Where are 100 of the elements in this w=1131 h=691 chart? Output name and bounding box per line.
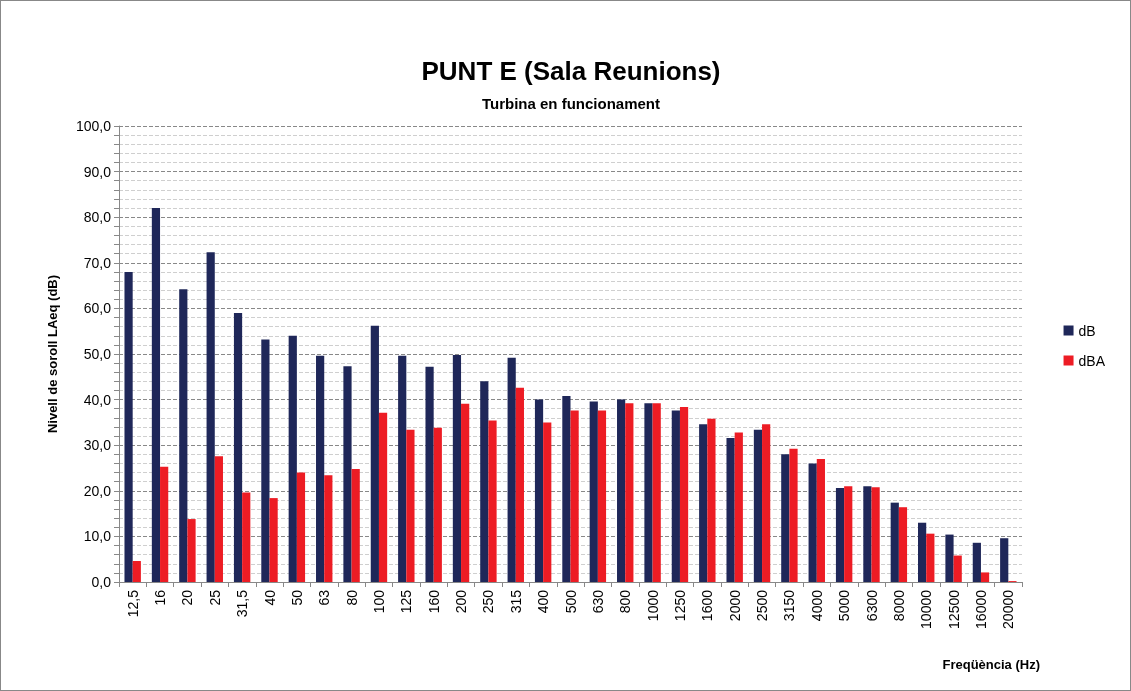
bar <box>543 422 552 582</box>
bar <box>124 271 133 582</box>
bar <box>789 448 798 582</box>
bar <box>406 429 415 582</box>
bar <box>187 519 196 582</box>
x-tick-label: 160 <box>425 589 442 614</box>
bar <box>206 252 215 582</box>
x-tick-label: 400 <box>535 589 552 614</box>
x-tick-label: 630 <box>589 589 606 614</box>
bar <box>370 325 379 582</box>
x-tick-label: 8000 <box>890 589 907 622</box>
bar <box>781 454 790 582</box>
y-tick-label: 80,0 <box>83 209 112 226</box>
bar <box>945 534 954 582</box>
x-tick-label: 20 <box>179 589 196 606</box>
bar <box>699 424 708 582</box>
x-tick-label: 16 <box>152 589 169 606</box>
bar <box>671 410 680 582</box>
x-tick-label: 6300 <box>863 589 880 622</box>
x-axis-title: Freqüència (Hz) <box>942 657 1040 672</box>
x-tick-label: 1000 <box>644 589 661 622</box>
bar <box>507 357 516 582</box>
bar <box>1000 538 1009 582</box>
x-tick-label: 63 <box>316 589 333 606</box>
chart-title: PUNT E (Sala Reunions) <box>421 56 721 86</box>
x-tick-label: 40 <box>261 589 278 606</box>
bar <box>844 486 853 582</box>
y-tick-label: 50,0 <box>83 346 112 362</box>
bar <box>378 412 388 582</box>
x-tick-label: 1250 <box>671 589 688 622</box>
bar <box>515 387 524 582</box>
x-tick-label: 5000 <box>836 589 853 622</box>
x-tick-label: 500 <box>562 589 579 614</box>
x-tick-label: 50 <box>288 589 305 606</box>
bar <box>160 466 169 582</box>
y-tick-label: 0,0 <box>91 574 112 590</box>
y-tick-label: 40,0 <box>83 391 112 408</box>
x-tick-label: 1600 <box>699 589 716 622</box>
bar <box>871 487 880 582</box>
x-tick-label: 200 <box>453 589 470 614</box>
bar <box>617 399 626 582</box>
bar <box>679 406 689 582</box>
bar <box>835 488 845 582</box>
bar <box>132 561 141 582</box>
bar <box>918 522 927 582</box>
bar <box>214 456 223 582</box>
x-tick-label: 12500 <box>945 589 962 629</box>
y-tick-label: 60,0 <box>83 300 112 317</box>
bar <box>398 355 407 582</box>
x-tick-label: 10000 <box>918 589 935 629</box>
bar <box>261 339 270 582</box>
bar <box>863 486 872 582</box>
y-tick-label: 90,0 <box>83 163 112 180</box>
y-tick-label: 100,0 <box>75 118 112 134</box>
bar <box>288 335 297 582</box>
legend-label: dB <box>1078 322 1096 339</box>
y-tick-label: 30,0 <box>83 437 112 454</box>
bar <box>597 410 607 582</box>
bar <box>644 403 653 582</box>
x-tick-label: 16000 <box>972 589 989 629</box>
x-tick-label: 800 <box>617 589 634 614</box>
bar <box>233 312 243 582</box>
x-tick-label: 80 <box>343 589 360 606</box>
bar <box>179 289 188 582</box>
bar <box>898 507 908 582</box>
bar <box>488 420 497 582</box>
x-tick-label: 125 <box>398 589 415 614</box>
y-tick-label: 20,0 <box>83 482 112 499</box>
bar <box>269 498 278 582</box>
bar <box>351 468 360 582</box>
bar <box>562 395 571 582</box>
bar <box>151 208 161 582</box>
x-tick-label: 25 <box>206 589 223 606</box>
x-tick-label: 4000 <box>808 589 825 622</box>
bar <box>589 401 598 582</box>
legend-label: dBA <box>1078 352 1106 369</box>
bar <box>324 475 333 582</box>
y-tick-label: 70,0 <box>83 254 112 271</box>
x-tick-label: 2500 <box>754 589 771 622</box>
bar <box>972 542 981 582</box>
bar <box>534 399 544 582</box>
bar <box>652 403 661 582</box>
bar <box>452 354 462 582</box>
bar <box>296 472 306 582</box>
bar <box>726 437 735 582</box>
bar <box>625 403 634 582</box>
bar <box>926 533 935 582</box>
bar <box>461 403 470 582</box>
x-tick-label: 20000 <box>1000 589 1017 629</box>
x-tick-label: 3150 <box>781 589 798 622</box>
x-tick-label: 250 <box>480 589 497 614</box>
bar <box>316 355 325 582</box>
y-axis-title: Nivell de soroll LAeq (dB) <box>45 274 60 434</box>
bar <box>343 366 352 582</box>
bar <box>734 432 743 582</box>
y-tick-label: 10,0 <box>83 528 112 545</box>
x-tick-label: 100 <box>370 589 387 614</box>
bar <box>980 572 990 582</box>
bar <box>433 427 442 582</box>
bar <box>816 458 825 582</box>
